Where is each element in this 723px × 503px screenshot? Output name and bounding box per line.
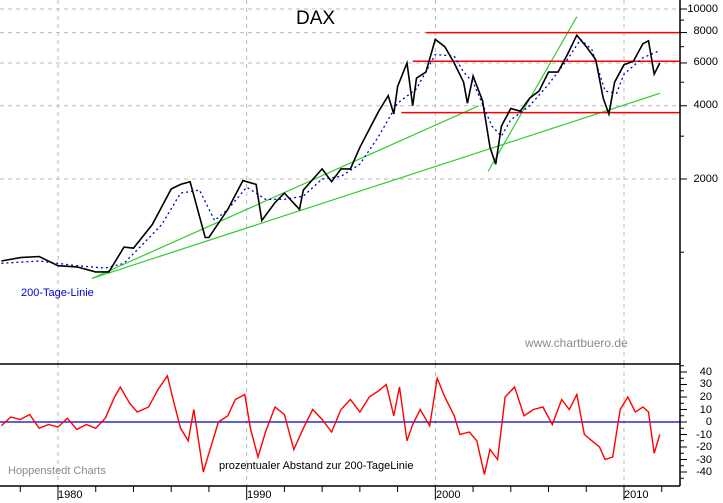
x-label-1990: 1990: [247, 489, 272, 501]
osc-label-40: 40: [699, 366, 712, 378]
osc-label-minus30: -30: [696, 454, 712, 466]
trend-lines: [91, 16, 661, 280]
osc-label-20: 20: [699, 391, 712, 403]
y-label-6000: 6000: [693, 56, 718, 68]
osc-label-0: 0: [705, 416, 712, 428]
osc-label-30: 30: [699, 378, 712, 390]
y-label-4000: 4000: [693, 99, 718, 111]
main-gridlines: [0, 0, 680, 364]
moving-average-line: [1, 38, 659, 269]
x-label-2010: 2010: [624, 489, 649, 501]
moving-average-label: 200-Tage-Linie: [21, 287, 94, 299]
oscillator-label: prozentualer Abstand zur 200-TageLinie: [219, 460, 414, 472]
dax-price-line: [1, 33, 661, 273]
y-label-2000: 2000: [693, 173, 718, 185]
watermark-url: www.chartbuero.de: [525, 336, 628, 350]
osc-label-minus20: -20: [696, 441, 712, 453]
osc-label-10: 10: [699, 404, 712, 416]
oscillator-line: [0, 374, 661, 475]
source-label: Hoppenstedt Charts: [8, 465, 106, 477]
chart-title: DAX: [296, 8, 336, 29]
osc-label-minus10: -10: [696, 429, 712, 441]
y-label-8000: 8000: [693, 25, 718, 37]
x-label-1980: 1980: [58, 489, 83, 501]
y-label-10000: 10000: [687, 3, 718, 15]
axis-ticks: [19, 8, 687, 500]
osc-label-minus40: -40: [696, 466, 712, 478]
x-label-2000: 2000: [436, 489, 461, 501]
